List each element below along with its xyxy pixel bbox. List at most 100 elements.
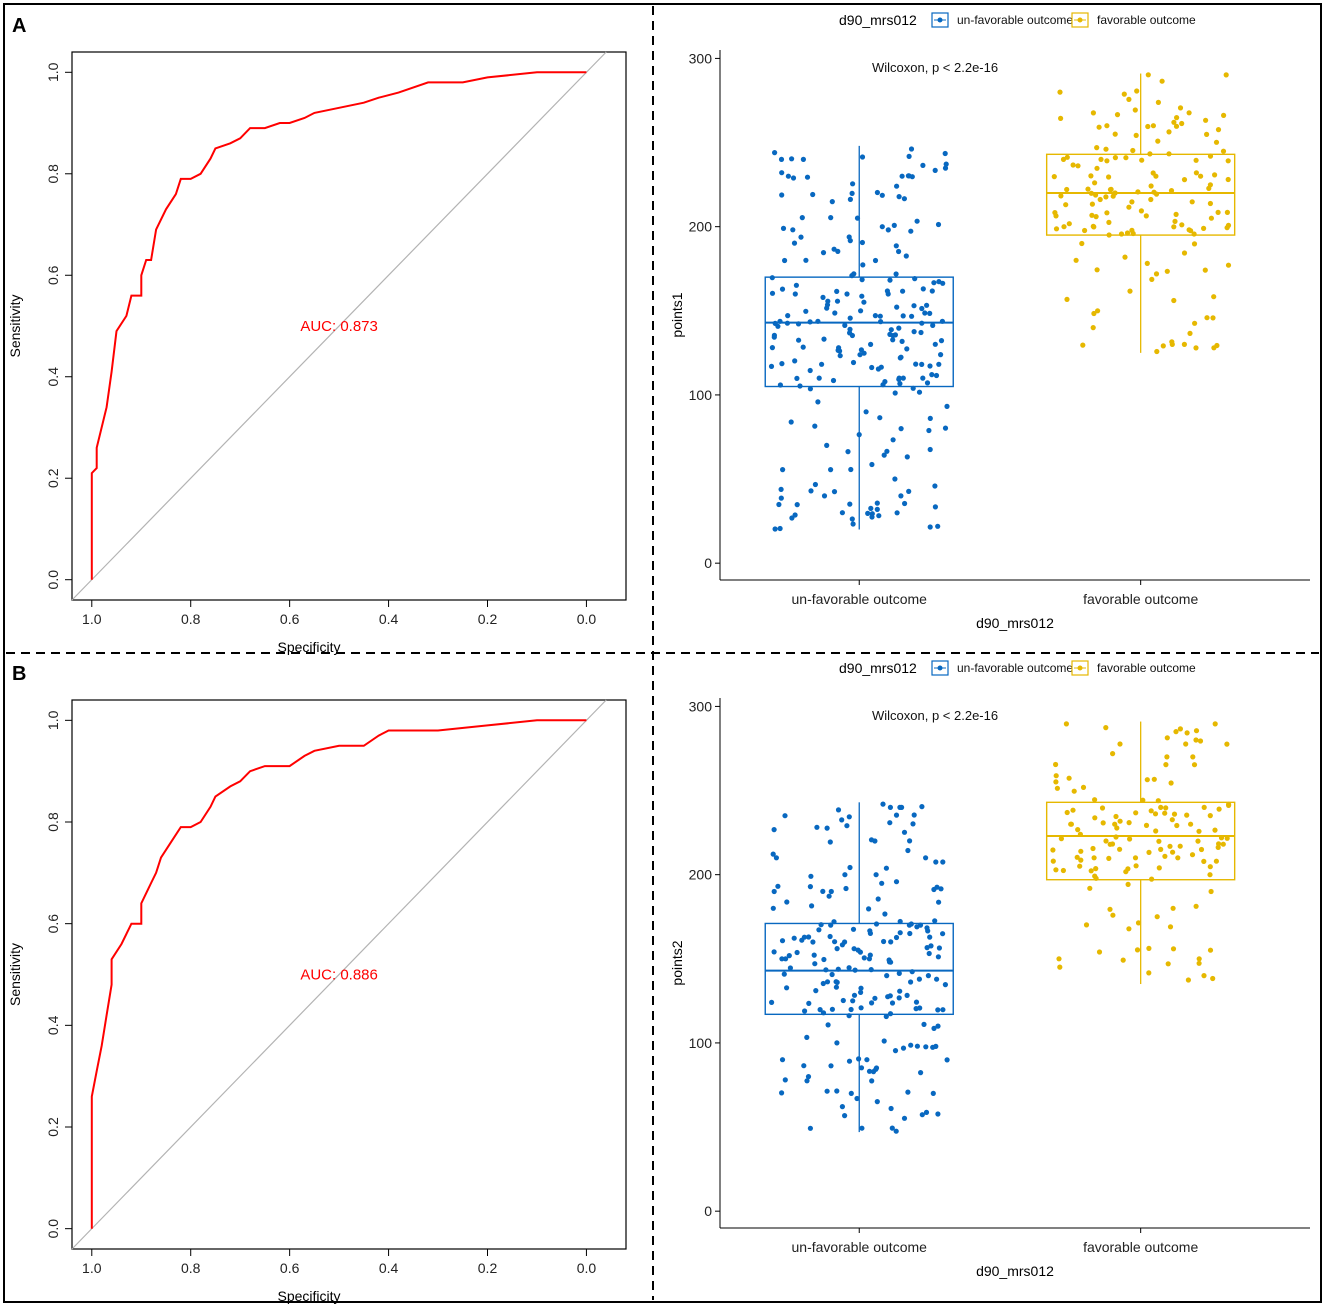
data-point — [927, 524, 933, 530]
data-point — [927, 310, 933, 316]
data-point — [942, 150, 948, 157]
data-point — [1112, 821, 1118, 827]
data-point — [919, 305, 925, 312]
data-point — [1193, 728, 1200, 734]
data-point — [1064, 186, 1070, 193]
data-point — [1166, 151, 1172, 157]
data-point — [851, 946, 857, 952]
data-point — [776, 501, 782, 508]
data-point — [1052, 210, 1058, 216]
data-point — [834, 1040, 840, 1046]
x-axis-title: Specificity — [277, 639, 340, 655]
data-point — [769, 290, 776, 296]
data-point — [1097, 196, 1103, 203]
data-point — [882, 911, 888, 917]
data-point — [1058, 836, 1064, 842]
data-point — [814, 824, 820, 830]
data-point — [924, 302, 930, 308]
data-point — [1224, 741, 1230, 747]
data-point — [1129, 199, 1135, 205]
legend-title: d90_mrs012 — [839, 12, 917, 28]
data-point — [924, 380, 931, 386]
data-point — [1167, 924, 1174, 930]
data-point — [902, 500, 908, 507]
data-point — [1078, 857, 1084, 863]
data-point — [1215, 127, 1222, 133]
data-point — [859, 239, 866, 246]
data-point — [904, 346, 910, 352]
data-point — [1134, 947, 1141, 953]
data-point — [1091, 855, 1097, 861]
data-point — [824, 979, 831, 985]
data-point — [859, 154, 866, 160]
data-point — [1185, 977, 1191, 983]
data-point — [802, 1008, 808, 1014]
data-point — [783, 956, 789, 962]
data-point — [1123, 155, 1129, 161]
data-point — [920, 286, 926, 292]
data-point — [1095, 308, 1101, 314]
data-point — [866, 956, 873, 962]
data-point — [1208, 215, 1214, 221]
data-point — [1104, 210, 1110, 216]
data-point — [897, 930, 903, 936]
data-point — [1169, 817, 1175, 823]
data-point — [911, 329, 917, 335]
data-point — [829, 1006, 836, 1012]
data-point — [944, 403, 950, 409]
data-point — [882, 379, 888, 385]
y-tick-label: 0.6 — [45, 265, 61, 285]
data-point — [1060, 867, 1066, 874]
x-tick-label: 0.2 — [478, 611, 498, 627]
data-point — [779, 956, 785, 962]
data-point — [1077, 831, 1083, 837]
data-point — [1060, 156, 1067, 162]
legend-key-dot — [1077, 665, 1083, 671]
roc-plot-a: 1.0 0.8 0.6 0.4 0.2 0.0 0.0 0.2 0.4 0.6 0.8 1.0 Spec… — [7, 51, 627, 655]
x-tick-label: favorable outcome — [1083, 591, 1198, 607]
data-point — [784, 899, 790, 905]
data-point — [835, 966, 841, 972]
data-point — [775, 883, 781, 889]
data-point — [868, 837, 875, 843]
data-point — [1090, 223, 1096, 229]
data-point — [1093, 214, 1099, 220]
data-point — [1204, 131, 1210, 137]
data-point — [795, 321, 802, 327]
data-point — [934, 884, 940, 890]
data-point — [868, 967, 874, 973]
data-point — [801, 1063, 807, 1069]
data-point — [1202, 267, 1208, 273]
data-point — [1120, 957, 1126, 963]
data-point — [920, 162, 926, 168]
data-point — [772, 150, 778, 156]
data-point — [833, 979, 839, 985]
data-point — [1150, 170, 1156, 176]
data-point — [821, 493, 828, 499]
data-point — [1088, 868, 1094, 874]
data-point — [777, 318, 783, 324]
data-point — [938, 338, 945, 344]
y-axis-title: points2 — [669, 940, 685, 985]
data-point — [1164, 268, 1170, 274]
data-point — [1207, 872, 1213, 878]
data-point — [1098, 156, 1104, 162]
data-point — [816, 375, 822, 381]
data-point — [926, 427, 932, 434]
data-point — [1078, 848, 1084, 854]
data-point — [1207, 864, 1213, 870]
data-point — [1104, 158, 1110, 164]
data-point — [1212, 721, 1218, 727]
data-point — [820, 980, 826, 987]
data-point — [1074, 854, 1080, 860]
data-point — [933, 372, 940, 379]
data-point — [817, 1007, 823, 1013]
data-point — [821, 956, 827, 963]
data-point — [1066, 221, 1072, 227]
x-tick-label: un-favorable outcome — [792, 1239, 928, 1255]
data-point — [1201, 973, 1207, 979]
data-point — [782, 257, 788, 264]
data-point — [1133, 863, 1139, 869]
box-iqr — [1045, 153, 1236, 236]
x-tick-label: 1.0 — [82, 611, 102, 627]
